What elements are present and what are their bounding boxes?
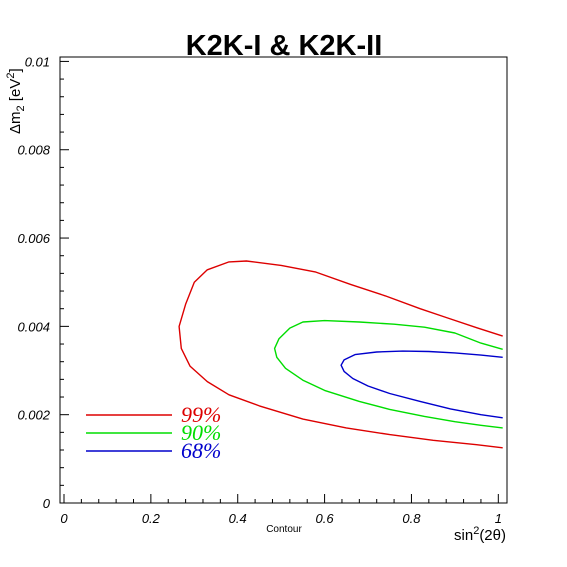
y-tick-label: 0 <box>43 496 51 511</box>
legend-label-99pct: 99% <box>181 402 221 427</box>
y-tick-label: 0.008 <box>17 143 50 158</box>
y-tick-label: 0.01 <box>25 54 50 69</box>
x-tick-label: 0 <box>60 511 68 526</box>
contour-90pct <box>273 319 503 429</box>
y-tick-label: 0.004 <box>17 319 50 334</box>
y-tick-label: 0.002 <box>17 408 50 423</box>
y-tick-label: 0.006 <box>17 231 50 246</box>
caption-label: Contour <box>266 524 302 535</box>
contour-68pct <box>340 350 503 419</box>
x-tick-label: 0.2 <box>142 511 161 526</box>
legend: 99%90%68% <box>86 402 221 463</box>
x-tick-label: 0.8 <box>402 511 421 526</box>
y-axis: 0 0.002 0.004 0.006 0.008 0.01 <box>17 54 69 511</box>
contour-99pct <box>178 260 503 449</box>
x-tick-label: 1 <box>495 511 502 526</box>
x-axis-label: sin2(2θ) <box>454 525 506 544</box>
plot-frame <box>59 56 508 504</box>
x-tick-label: 0.6 <box>316 511 335 526</box>
contour-lines <box>178 260 503 449</box>
y-axis-label: Δm2 [eV2] <box>5 68 27 134</box>
legend-label-68pct: 68% <box>181 438 221 463</box>
legend-label-90pct: 90% <box>181 420 221 445</box>
x-axis: 0 0.2 0.4 0.6 0.8 1 <box>60 494 502 526</box>
x-tick-label: 0.4 <box>229 511 247 526</box>
